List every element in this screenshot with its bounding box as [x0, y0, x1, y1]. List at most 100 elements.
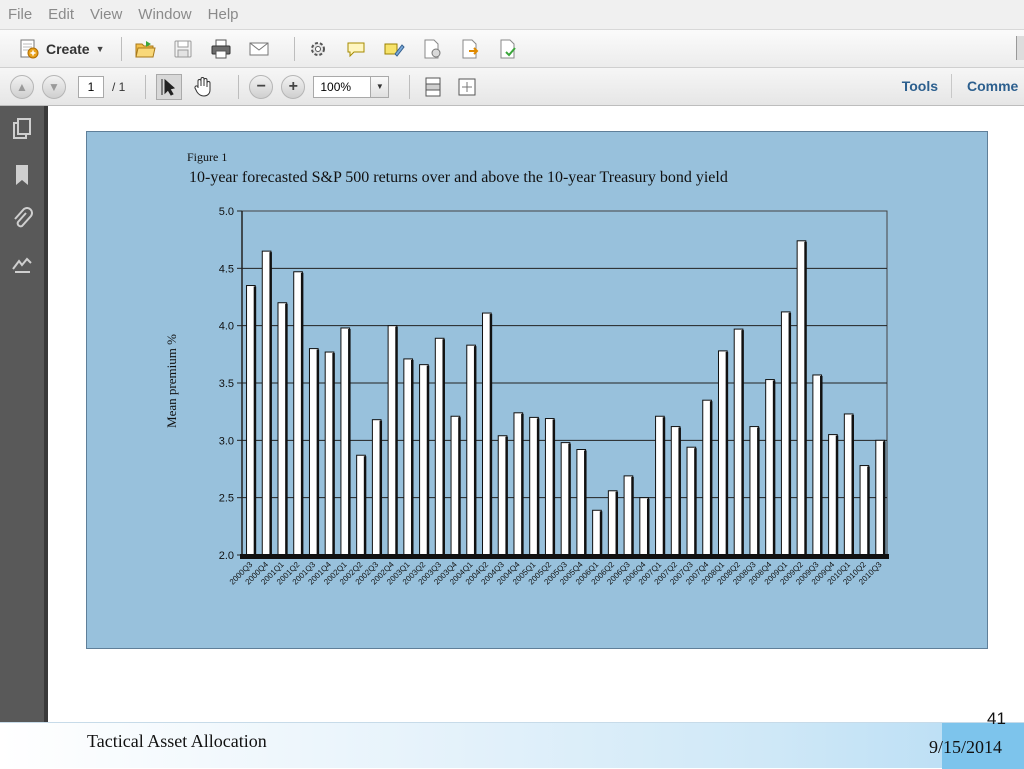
create-pdf-icon [20, 39, 39, 58]
bar [308, 348, 320, 556]
comment-button[interactable] [343, 36, 369, 62]
bar [828, 434, 839, 556]
bar-shadow [867, 466, 870, 555]
gear-icon [310, 41, 325, 56]
open-icon [134, 40, 156, 57]
bar-shadow [694, 448, 697, 555]
menu-help[interactable]: Help [207, 6, 239, 23]
combine-button[interactable] [419, 36, 445, 62]
bar [859, 465, 870, 556]
select-tool-button[interactable] [156, 73, 183, 100]
print-icon [211, 39, 231, 58]
footer-title: Tactical Asset Allocation [87, 731, 267, 751]
bar-shadow [678, 427, 681, 555]
bar [293, 271, 304, 556]
bar [513, 412, 524, 556]
save-icon [174, 40, 192, 57]
menu-view[interactable]: View [90, 6, 123, 23]
sign-icon [500, 39, 516, 58]
figure-panel: Figure 1 10-year forecasted S&P 500 retu… [86, 131, 988, 649]
y-tick-label: 2.5 [219, 493, 234, 505]
attachments-button[interactable] [10, 206, 34, 232]
save-button[interactable] [170, 36, 196, 62]
toolbar-divider [238, 74, 240, 99]
tools-pane-link[interactable]: Tools [901, 78, 938, 94]
bar-shadow [442, 339, 445, 555]
bar [843, 413, 854, 556]
export-button[interactable] [457, 36, 483, 62]
chevron-down-icon: ▼ [95, 43, 105, 54]
bar-shadow [348, 328, 351, 555]
y-tick-label: 4.5 [219, 263, 234, 275]
previous-page-button[interactable]: ▲ [10, 74, 34, 99]
bookmarks-button[interactable] [10, 162, 34, 188]
bar [623, 475, 634, 556]
y-tick-label: 3.0 [219, 435, 234, 447]
navigation-pane [0, 106, 44, 722]
toolbar-divider [293, 36, 295, 61]
bar [497, 435, 508, 556]
bar-shadow [804, 241, 807, 555]
page-number-input[interactable]: 1 [78, 75, 104, 98]
bar [607, 490, 619, 556]
bar-shadow [584, 450, 587, 555]
bar-shadow [269, 252, 272, 555]
arrow-up-icon: ▲ [16, 79, 28, 94]
toolbar-divider [409, 74, 411, 99]
bar-shadow [363, 456, 367, 555]
bar [450, 415, 461, 556]
bar [576, 449, 587, 556]
bar [482, 312, 493, 556]
bar-shadow [285, 303, 288, 555]
menu-window[interactable]: Window [138, 6, 192, 23]
print-button[interactable] [208, 36, 234, 62]
toolbar-divider [120, 36, 122, 61]
y-tick-label: 5.0 [219, 206, 234, 218]
email-button[interactable] [246, 36, 272, 62]
full-screen-button[interactable] [454, 74, 480, 100]
bar-shadow [505, 436, 508, 555]
zoom-out-button[interactable]: − [249, 74, 274, 99]
fit-page-icon [425, 77, 441, 96]
bar-shadow [411, 359, 414, 555]
hand-tool-button[interactable] [190, 74, 216, 100]
y-tick-labels: 5.0 4.5 4.0 3.5 3.0 2.5 2.0 [219, 206, 234, 562]
bar [702, 399, 713, 556]
bar [371, 419, 383, 556]
open-button[interactable] [132, 36, 158, 62]
y-axis-label: Mean premium % [164, 334, 179, 428]
next-page-button[interactable]: ▼ [42, 74, 66, 99]
settings-button[interactable] [305, 36, 331, 62]
zoom-dropdown-button[interactable]: ▼ [371, 75, 390, 98]
expand-icon [458, 78, 476, 95]
bar-shadow [851, 414, 854, 555]
bar [592, 509, 603, 556]
menu-edit[interactable]: Edit [48, 6, 75, 23]
bars [246, 240, 886, 556]
bar-shadow [426, 365, 430, 555]
bar-shadow [521, 413, 524, 555]
main-toolbar: Create ▼ [0, 30, 1024, 68]
bar [403, 358, 414, 556]
figure-label: Figure 1 [187, 150, 228, 164]
arrow-down-icon: ▼ [48, 79, 60, 94]
menu-file[interactable]: File [8, 6, 33, 23]
create-button[interactable]: Create ▼ [12, 35, 111, 63]
bar [261, 250, 272, 556]
zoom-level-input[interactable]: 100% [313, 75, 372, 98]
email-icon [249, 42, 269, 55]
bar [529, 416, 540, 556]
page-thumbnails-button[interactable] [10, 116, 34, 142]
bar [246, 285, 257, 556]
fit-width-button[interactable] [420, 74, 446, 100]
toolbar-divider [145, 74, 147, 99]
bar-shadow [646, 498, 650, 555]
bar-shadow [395, 326, 398, 555]
comment-pane-link[interactable]: Comme [967, 78, 1019, 94]
sign-button[interactable] [495, 36, 521, 62]
signatures-button[interactable] [10, 252, 34, 278]
zoom-in-button[interactable]: + [281, 74, 306, 99]
hand-icon [194, 76, 211, 97]
highlight-button[interactable] [381, 36, 407, 62]
bar-shadow [300, 272, 304, 555]
